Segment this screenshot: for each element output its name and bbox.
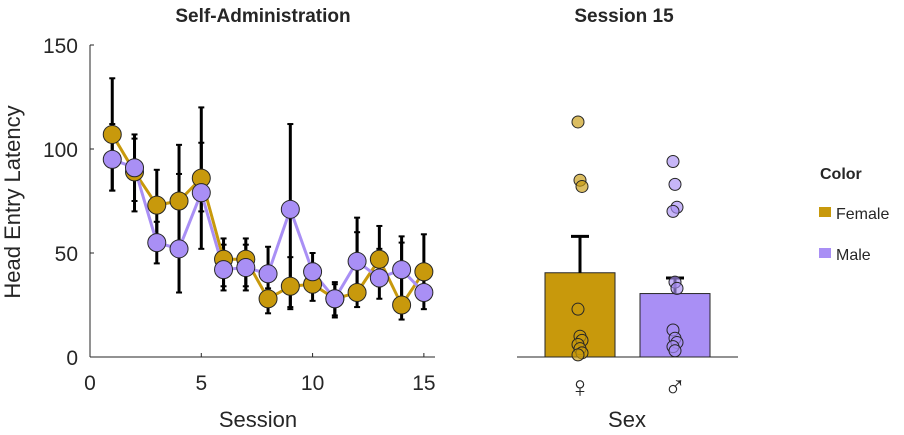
male-marker [414, 283, 434, 303]
male-point [668, 177, 682, 191]
line-chart-axes: 0 50 100 150 0 5 10 15 [43, 35, 436, 395]
male-marker [102, 149, 122, 169]
female-marker [347, 283, 367, 303]
male-point [666, 154, 680, 168]
line-chart-y-axis-label: Head Entry Latency [0, 105, 25, 298]
bar-chart-points [571, 115, 684, 362]
male-marker [347, 251, 367, 271]
x-tick-label: 10 [301, 372, 324, 395]
line-chart-title: Self-Administration [175, 6, 350, 27]
bar-chart-axes: ♀ ♂ [517, 353, 738, 404]
male-marker [325, 289, 345, 309]
female-marker [369, 249, 389, 269]
female-point [571, 115, 585, 129]
bar-chart-x-axis-label: Sex [608, 407, 646, 432]
male-marker [303, 262, 323, 282]
female-marker [147, 195, 167, 215]
legend-swatch-male [819, 248, 831, 258]
legend: Color Female Male [819, 166, 889, 264]
female-marker [392, 295, 412, 315]
x-tick-label: 15 [412, 372, 435, 395]
female-marker [258, 289, 278, 309]
male-marker [280, 199, 300, 219]
legend-title: Color [820, 166, 862, 183]
male-marker [369, 268, 389, 288]
female-marker [414, 262, 434, 282]
y-tick-label: 150 [43, 35, 78, 58]
female-point [575, 179, 589, 193]
female-marker [169, 191, 189, 211]
line-chart: 0 50 100 150 0 5 10 15 Self-Administration Sess… [0, 6, 436, 432]
male-point [670, 281, 684, 295]
female-point [571, 302, 585, 316]
legend-label-male: Male [836, 247, 871, 264]
female-marker [280, 276, 300, 296]
y-tick-label: 50 [55, 243, 78, 266]
male-marker [191, 183, 211, 203]
y-tick-label: 100 [43, 139, 78, 162]
legend-swatch-female [819, 207, 831, 217]
male-marker [125, 158, 145, 178]
female-marker [102, 124, 122, 144]
male-marker [169, 239, 189, 259]
x-tick-label: 0 [84, 372, 96, 395]
x-tick-label: 5 [195, 372, 207, 395]
line-chart-markers [102, 124, 434, 315]
legend-label-female: Female [836, 206, 889, 223]
male-symbol-tick-label: ♂ [664, 371, 687, 404]
male-point [668, 344, 682, 358]
y-tick-label: 0 [66, 347, 78, 370]
male-marker [214, 260, 234, 280]
bar-chart-title: Session 15 [574, 6, 674, 27]
female-point [571, 348, 585, 362]
male-marker [147, 233, 167, 253]
bar-chart: ♀ ♂ Session 15 Sex [517, 6, 738, 432]
male-marker [392, 260, 412, 280]
male-point [666, 204, 680, 218]
line-chart-x-axis-label: Session [219, 407, 297, 432]
male-marker [236, 258, 256, 278]
bar-chart-bars [544, 272, 711, 358]
male-marker [258, 264, 278, 284]
female-symbol-tick-label: ♀ [569, 371, 592, 404]
